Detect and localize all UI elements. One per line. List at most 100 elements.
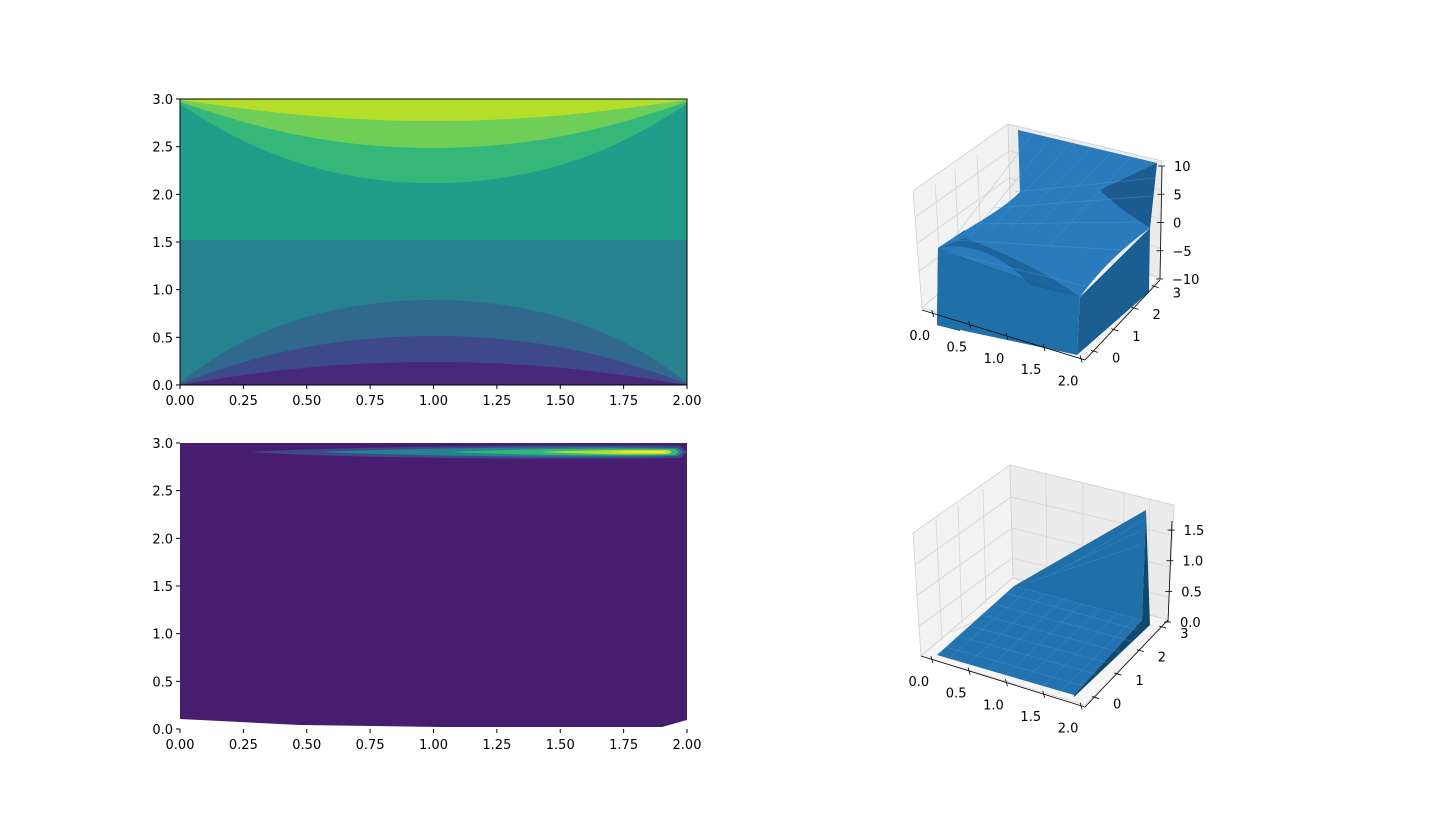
y-tick-label: 1.0	[152, 628, 173, 643]
x-tick-mark	[931, 309, 935, 318]
x-tick-mark	[930, 655, 934, 664]
contour1-band-lower-3	[180, 362, 687, 385]
surface2-x-axis: 0.0 0.5 1.0 1.5 2.0	[908, 655, 1086, 736]
y-tick-label: 0.5	[152, 331, 173, 346]
surface1-x-axis: 0.0 0.5 1.0 1.5 2.0	[909, 309, 1086, 390]
y-tick-label: 0.0	[152, 723, 173, 738]
x-tick-label: 1.00	[419, 394, 448, 409]
y-tick-label: 2.0	[152, 532, 173, 547]
y-tick-label: 2	[1153, 308, 1161, 323]
x-tick-label: 2.00	[673, 394, 702, 409]
y-tick-mark	[1136, 649, 1144, 652]
y-tick-mark	[1151, 285, 1159, 288]
contour2-x-axis: 0.00 0.25 0.50 0.75 1.00 1.25 1.50 1.75 2.00	[166, 729, 702, 753]
x-tick-label: 1.5	[1020, 710, 1041, 725]
contour2-y-axis: 0.0 0.5 1.0 1.5 2.0 2.5 3.0	[152, 437, 180, 738]
x-tick-label: 0.5	[947, 340, 968, 355]
y-tick-label: 3.0	[152, 93, 173, 108]
y-tick-label: 2.0	[152, 188, 173, 203]
x-tick-label: 0.5	[946, 687, 967, 702]
x-tick-label: 0.00	[166, 738, 195, 753]
x-tick-mark	[1042, 690, 1046, 698]
x-tick-label: 1.50	[546, 738, 575, 753]
y-tick-label: 1.0	[152, 284, 173, 299]
contour-plot-bottom: 0.00 0.25 0.50 0.75 1.00 1.25 1.50 1.75 2.00 0.0…	[152, 437, 701, 753]
z-tick-label: 0	[1173, 217, 1181, 232]
x-axis-line	[920, 655, 1086, 708]
z-tick-label: 5	[1174, 188, 1182, 203]
surface2-z-axis: 0.0 0.5 1.0 1.5	[1164, 520, 1205, 631]
x-axis-line	[921, 309, 1086, 361]
x-tick-label: 1.50	[546, 394, 575, 409]
y-tick-label: 1	[1135, 674, 1143, 689]
z-tick-label: −5	[1173, 245, 1192, 260]
contour1-band-upper-4	[180, 99, 687, 121]
x-tick-label: 0.00	[166, 394, 195, 409]
x-tick-label: 0.0	[909, 329, 930, 344]
x-tick-label: 1.75	[609, 738, 638, 753]
x-tick-label: 1.00	[419, 738, 448, 753]
y-tick-label: 1.5	[152, 236, 173, 251]
x-tick-mark	[1005, 679, 1008, 687]
surface1-saddle-shade	[938, 238, 1080, 297]
x-tick-label: 1.0	[984, 352, 1005, 367]
surface1-mesh	[944, 134, 1156, 288]
surface1-front-face	[937, 248, 1080, 355]
y-tick-mark	[1111, 328, 1119, 332]
y-tick-label: 0	[1112, 351, 1120, 366]
y-tick-label: 2	[1158, 651, 1166, 666]
surface2-ramp-edge	[1074, 510, 1150, 697]
x-tick-mark	[967, 667, 971, 675]
surface2-floor-surface	[937, 586, 1142, 695]
x-tick-label: 0.75	[356, 738, 385, 753]
y-tick-label: 0	[1113, 698, 1121, 713]
z-tick-label: −10	[1172, 273, 1199, 288]
z-axis-line	[1167, 520, 1173, 623]
y-tick-mark	[1091, 696, 1100, 699]
x-tick-label: 0.50	[292, 738, 321, 753]
contour2-fill-base	[180, 443, 687, 727]
contour-plot-top: 0.00 0.25 0.50 0.75 1.00 1.25 1.50 1.75 2.00 0.0…	[152, 93, 701, 409]
x-tick-label: 0.25	[229, 394, 258, 409]
surface2-mesh	[945, 519, 1144, 695]
x-tick-label: 1.75	[609, 394, 638, 409]
z-tick-label: 0.5	[1181, 585, 1202, 600]
contour1-x-axis: 0.00 0.25 0.50 0.75 1.00 1.25 1.50 1.75 2.00	[166, 385, 702, 409]
y-tick-label: 3.0	[152, 437, 173, 452]
z-tick-label: 10	[1174, 160, 1191, 175]
z-tick-label: 1.5	[1184, 524, 1205, 539]
z-tick-label: 0.0	[1180, 616, 1201, 631]
x-tick-label: 2.00	[673, 738, 702, 753]
y-tick-mark	[1114, 672, 1122, 676]
x-tick-mark	[1042, 344, 1046, 352]
y-tick-label: 1.5	[152, 580, 173, 595]
z-tick-label: 1.0	[1182, 555, 1203, 570]
x-tick-mark	[1079, 355, 1083, 363]
surface1-z-axis: −10 −5 0 5 10	[1156, 160, 1199, 288]
y-tick-label: 3	[1173, 287, 1181, 302]
y-tick-label: 3	[1180, 627, 1188, 642]
x-tick-label: 1.25	[482, 738, 511, 753]
y-tick-mark	[1090, 350, 1099, 353]
contour1-y-axis: 0.0 0.5 1.0 1.5 2.0 2.5 3.0	[152, 93, 180, 394]
x-tick-label: 1.5	[1021, 363, 1042, 378]
y-tick-label: 0.5	[152, 675, 173, 690]
surface1-right-wall	[1077, 228, 1150, 355]
x-tick-label: 0.0	[908, 675, 929, 690]
y-tick-label: 1	[1132, 330, 1140, 345]
y-axis-line	[1084, 619, 1169, 708]
x-tick-label: 0.25	[229, 738, 258, 753]
y-tick-mark	[1159, 625, 1167, 629]
x-tick-label: 2.0	[1058, 721, 1079, 736]
y-tick-label: 2.5	[152, 141, 173, 156]
x-tick-label: 1.0	[983, 698, 1004, 713]
y-tick-mark	[1131, 306, 1139, 310]
x-tick-label: 0.75	[356, 394, 385, 409]
x-tick-label: 1.25	[482, 394, 511, 409]
contour2-band-5	[610, 451, 667, 453]
